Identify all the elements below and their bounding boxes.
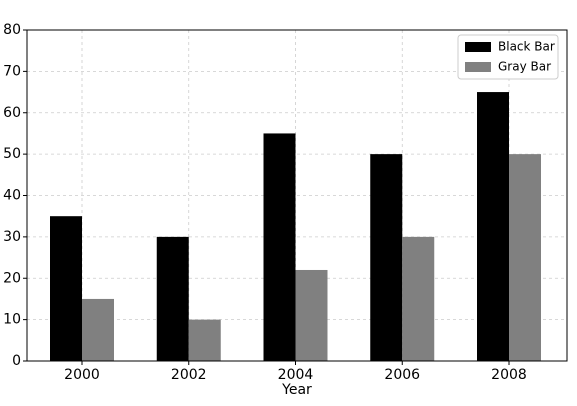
- x-tick-label: 2000: [64, 367, 100, 383]
- bar: [402, 236, 435, 361]
- plot-frame: [26, 29, 568, 362]
- legend-label: Gray Bar: [498, 60, 551, 74]
- legend-label: Black Bar: [498, 40, 555, 54]
- bar: [188, 319, 221, 361]
- bar: [370, 154, 403, 361]
- y-tick-label: 10: [3, 312, 21, 328]
- bar: [295, 269, 328, 361]
- y-tick-label: 40: [3, 188, 21, 204]
- legend-swatch: [465, 42, 491, 52]
- y-tick-label: 80: [3, 22, 21, 38]
- y-tick-label: 70: [3, 63, 21, 79]
- legend-swatch: [465, 62, 491, 72]
- bar: [477, 92, 509, 361]
- x-tick-label: 2002: [171, 367, 207, 383]
- x-tick-label: 2008: [491, 367, 527, 383]
- y-tick-label: 50: [3, 146, 21, 162]
- y-tick-label: 20: [3, 270, 21, 286]
- y-tick-label: 30: [3, 229, 21, 245]
- y-tick-label: 60: [3, 105, 21, 121]
- y-tick-label: 0: [12, 353, 21, 369]
- x-axis-label: Year: [281, 382, 312, 398]
- x-tick-label: 2004: [278, 367, 314, 383]
- bar: [263, 133, 296, 361]
- bar: [156, 236, 189, 361]
- x-tick-label: 2006: [384, 367, 420, 383]
- bar: [50, 216, 82, 361]
- bar: [82, 298, 114, 361]
- bar: [509, 154, 541, 361]
